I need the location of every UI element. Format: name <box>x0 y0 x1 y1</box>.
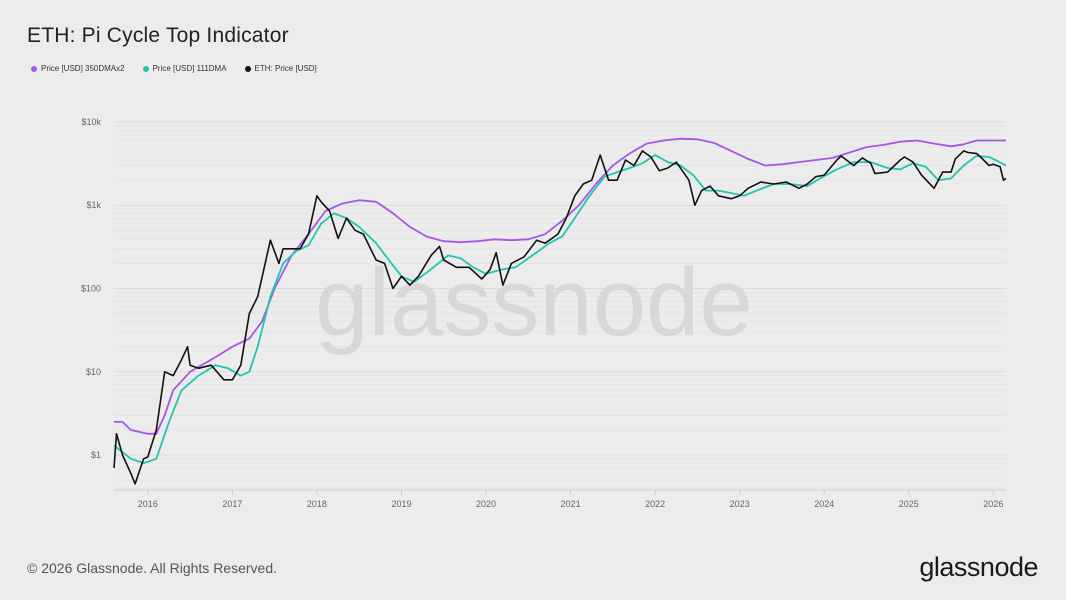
y-tick-label: $10k <box>81 117 101 127</box>
watermark: glassnode <box>315 249 753 356</box>
x-tick-label: 2021 <box>561 499 581 509</box>
chart-title: ETH: Pi Cycle Top Indicator <box>27 24 289 47</box>
y-tick-label: $100 <box>81 284 101 294</box>
x-tick-label: 2020 <box>476 499 496 509</box>
legend-item-350dmax2[interactable]: Price [USD] 350DMAx2 <box>31 64 125 73</box>
legend-label: Price [USD] 111DMA <box>152 64 227 73</box>
legend-dot-purple <box>31 65 37 72</box>
x-tick-label: 2026 <box>983 499 1003 509</box>
legend: Price [USD] 350DMAx2 Price [USD] 111DMA … <box>31 64 317 73</box>
x-tick-label: 2025 <box>899 499 919 509</box>
legend-item-111dma[interactable]: Price [USD] 111DMA <box>142 64 227 73</box>
glassnode-logo: glassnode <box>919 552 1038 582</box>
x-tick-label: 2017 <box>222 499 242 509</box>
legend-label: Price [USD] 350DMAx2 <box>41 64 125 73</box>
x-tick-label: 2016 <box>138 499 158 509</box>
axes: $1 $10 $100 $1k $10k 2016 2017 2018 2019 2020 2021… <box>81 117 1006 509</box>
x-tick-label: 2022 <box>645 499 665 509</box>
x-tick-label: 2023 <box>730 499 750 509</box>
y-tick-label: $10 <box>86 367 101 377</box>
x-tick-label: 2024 <box>814 499 834 509</box>
grid <box>114 121 1006 489</box>
y-tick-label: $1 <box>91 450 101 460</box>
copyright: © 2026 Glassnode. All Rights Reserved. <box>27 560 278 576</box>
legend-label: ETH: Price [USD] <box>254 64 317 73</box>
y-tick-label: $1k <box>86 200 101 210</box>
legend-item-price[interactable]: ETH: Price [USD] <box>244 64 317 73</box>
series-lines <box>113 137 1007 485</box>
series-111dma-line <box>113 154 1007 464</box>
series-350dmax2-line <box>114 137 1006 435</box>
x-tick-label: 2018 <box>307 499 327 509</box>
series-price-line <box>113 150 1007 485</box>
legend-dot-black <box>244 65 251 72</box>
x-tick-label: 2019 <box>391 499 411 509</box>
legend-dot-teal <box>142 65 149 72</box>
